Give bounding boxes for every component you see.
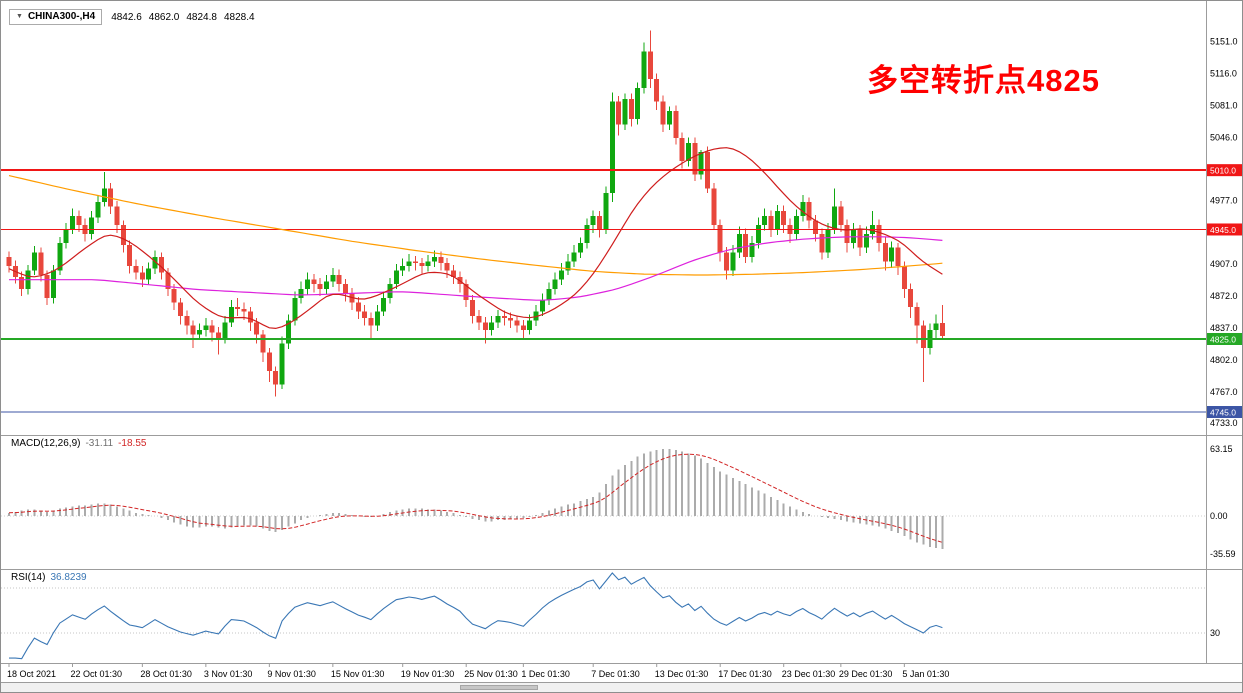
low-value: 4824.8 [186, 11, 217, 23]
price-tick-label: 4872.0 [1210, 291, 1238, 301]
price-badge-label: 4745.0 [1210, 408, 1236, 418]
macd-scale-label: -35.59 [1210, 549, 1236, 559]
price-tick-label: 4837.0 [1210, 323, 1238, 333]
price-axis[interactable]: 5151.0 5116.0 5081.0 5046.0 4977.0 4907.0 4872… [1207, 36, 1243, 638]
price-badge [1207, 223, 1242, 236]
scrollbar-handle[interactable] [460, 685, 538, 690]
time-axis[interactable]: 18 Oct 2021 22 Oct 01:30 28 Oct 01:30 3 Nov… [7, 663, 949, 679]
open-value: 4842.6 [111, 11, 142, 23]
time-label: 1 Dec 01:30 [521, 669, 570, 679]
price-badge-label: 4945.0 [1210, 225, 1236, 235]
horizontal-scrollbar[interactable] [1, 682, 1242, 692]
horizontal-level-lines[interactable] [1, 169, 1206, 413]
macd-scale-label: 0.00 [1210, 511, 1228, 521]
time-label: 5 Jan 01:30 [902, 669, 949, 679]
time-label: 25 Nov 01:30 [464, 669, 518, 679]
time-label: 29 Dec 01:30 [839, 669, 893, 679]
high-value: 4862.0 [148, 11, 180, 23]
time-label: 18 Oct 2021 [7, 669, 56, 679]
time-label: 13 Dec 01:30 [655, 669, 709, 679]
time-label: 9 Nov 01:30 [267, 669, 316, 679]
macd-histogram [8, 449, 944, 550]
ma-slow-orange-line [8, 175, 943, 276]
macd-main-value: -31.11 [85, 438, 114, 449]
price-tick-label: 4907.0 [1210, 259, 1238, 269]
price-badge-label: 5010.0 [1210, 166, 1236, 176]
rsi-name: RSI(14) [11, 572, 46, 583]
price-tick-label: 4802.0 [1210, 355, 1238, 365]
symbol-selector[interactable]: ▼ CHINA300-,H4 [9, 9, 103, 25]
time-label: 28 Oct 01:30 [140, 669, 192, 679]
price-tick-label: 5116.0 [1210, 68, 1237, 78]
time-label: 15 Nov 01:30 [331, 669, 385, 679]
symbol-period-label: CHINA300-,H4 [27, 11, 96, 22]
price-tick-label: 5081.0 [1210, 100, 1238, 110]
ohlc-readout: 4842.6 4862.0 4824.8 4828.4 [111, 12, 254, 23]
chart-header: ▼ CHINA300-,H4 4842.6 4862.0 4824.8 4828… [9, 9, 255, 25]
rsi-line [9, 572, 943, 660]
annotation-text[interactable]: 多空转折点4825 [867, 63, 1100, 98]
time-label: 17 Dec 01:30 [718, 669, 772, 679]
time-label: 22 Oct 01:30 [71, 669, 123, 679]
price-badge-label: 4825.0 [1210, 334, 1236, 344]
rsi-indicator-label: RSI(14) 36.8239 [11, 572, 87, 583]
ma-mid-magenta-line [9, 236, 943, 301]
macd-signal-line [8, 453, 943, 543]
close-value: 4828.4 [223, 11, 255, 23]
macd-signal-value: -18.55 [118, 438, 147, 449]
time-label: 19 Nov 01:30 [401, 669, 455, 679]
rsi-scale-label: 30 [1210, 628, 1220, 638]
time-label: 3 Nov 01:30 [204, 669, 253, 679]
candles [6, 30, 945, 397]
macd-indicator-label: MACD(12,26,9) -31.11 -18.55 [11, 438, 146, 449]
price-badge [1207, 332, 1242, 345]
price-tick-label: 4767.0 [1210, 387, 1238, 397]
macd-name: MACD(12,26,9) [11, 438, 81, 449]
time-label: 23 Dec 01:30 [782, 669, 836, 679]
macd-scale-label: 63.15 [1210, 444, 1233, 454]
rsi-value: 36.8239 [50, 572, 87, 583]
price-badge [1207, 164, 1242, 177]
price-tick-label: 5151.0 [1210, 36, 1238, 46]
price-tick-label: 5046.0 [1210, 132, 1238, 142]
chevron-down-icon: ▼ [16, 13, 23, 20]
panel-separators[interactable] [1, 1, 1243, 664]
time-label: 7 Dec 01:30 [591, 669, 640, 679]
price-tick-label: 4733.0 [1210, 418, 1238, 428]
price-tick-label: 4977.0 [1210, 195, 1238, 205]
price-badge [1207, 406, 1242, 419]
ma-fast-red-line [8, 147, 943, 330]
